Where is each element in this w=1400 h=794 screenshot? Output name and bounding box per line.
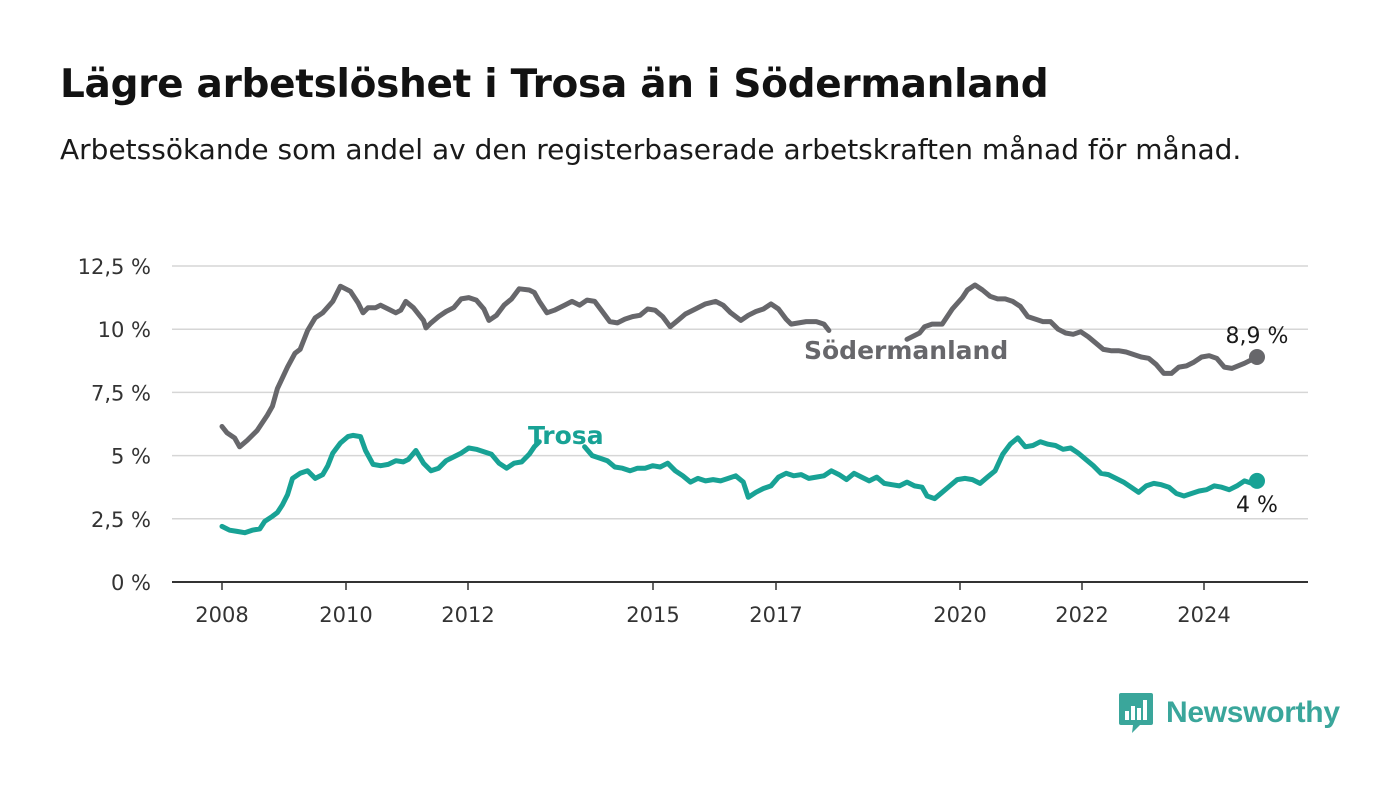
y-tick-label: 12,5 % <box>78 255 151 279</box>
y-tick-label: 2,5 % <box>91 508 151 532</box>
end-value-label-södermanland: 8,9 % <box>1226 324 1289 349</box>
series-line-södermanland-2 <box>904 282 1260 376</box>
x-tick-label: 2012 <box>441 603 494 627</box>
newsworthy-chat-bars-icon <box>1119 693 1153 733</box>
x-tick-label: 2015 <box>626 603 679 627</box>
series-labels: 8,9 % 4 % Södermanland Trosa <box>528 324 1288 518</box>
end-point-södermanland <box>1249 349 1265 366</box>
newsworthy-logo: Newsworthy <box>1118 690 1340 736</box>
x-tick-label: 2024 <box>1177 603 1230 627</box>
series-line-trosa-1 <box>219 432 542 536</box>
end-point-trosa <box>1249 472 1265 489</box>
brand-name: Newsworthy <box>1166 696 1340 729</box>
y-axis-ticks: 0 % 2,5 % 5 % 7,5 % 10 % 12,5 % <box>78 255 151 595</box>
y-tick-label: 7,5 % <box>91 381 151 405</box>
series-line-södermanland-1 <box>219 283 832 450</box>
x-tick-label: 2010 <box>319 603 372 627</box>
chart-subtitle: Arbetssökande som andel av den registerb… <box>60 133 1242 166</box>
x-axis-ticks: 2008 2010 2012 2015 2017 2020 2022 2024 <box>195 582 1231 627</box>
grid-lines <box>172 265 1308 583</box>
series-label-södermanland: Södermanland <box>804 336 1008 365</box>
x-tick-label: 2017 <box>749 603 802 627</box>
series-line-trosa-2 <box>582 435 1260 502</box>
x-tick-label: 2022 <box>1055 603 1108 627</box>
end-value-label-trosa: 4 % <box>1236 493 1278 518</box>
y-tick-label: 0 % <box>111 571 151 595</box>
x-tick-label: 2020 <box>933 603 986 627</box>
series-label-trosa: Trosa <box>528 421 604 450</box>
y-tick-label: 5 % <box>111 445 151 469</box>
y-tick-label: 10 % <box>98 318 151 342</box>
x-tick-label: 2008 <box>195 603 248 627</box>
chart-title: Lägre arbetslöshet i Trosa än i Söderman… <box>60 62 1049 107</box>
series-lines <box>219 282 1265 536</box>
